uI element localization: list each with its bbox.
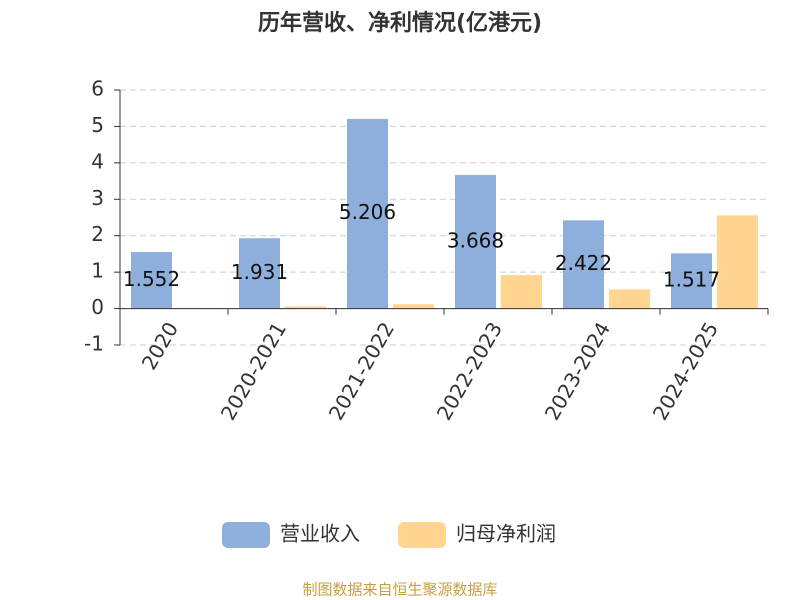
y-tick-label: 3 [91,186,104,210]
x-tick-label: 2020 [137,318,183,374]
data-label: 1.552 [123,267,180,291]
y-tick-label: 6 [91,77,104,101]
bar [563,220,604,309]
data-label: 2.422 [555,251,612,275]
y-tick-label: 0 [91,295,104,319]
legend-label: 归母净利润 [456,522,556,546]
data-label: 1.931 [231,260,288,284]
data-label: 1.517 [663,267,720,291]
bar [347,118,388,309]
x-tick-label: 2023-2024 [540,318,615,424]
x-tick-label: 2024-2025 [648,318,723,424]
chart-title: 历年营收、净利情况(亿港元) [258,10,542,36]
data-label: 3.668 [447,228,504,252]
legend-swatch [222,522,270,548]
y-tick-label: 1 [91,259,104,283]
x-tick-label: 2022-2023 [432,318,507,424]
data-label: 5.206 [339,200,396,224]
bar [393,304,434,309]
y-tick-label: 5 [91,113,104,137]
bar [717,215,758,309]
legend-swatch [398,522,446,548]
source-note: 制图数据来自恒生聚源数据库 [302,581,497,599]
bar [131,252,172,309]
bar [501,275,542,309]
x-tick-label: 2020-2021 [216,318,291,424]
bar [455,174,496,309]
y-tick-label: 2 [91,222,104,246]
bar [671,253,712,309]
bar [609,289,650,309]
bar [285,306,326,309]
bar [239,238,280,309]
y-tick-label: -1 [84,332,104,356]
y-tick-label: 4 [91,149,104,173]
legend-label: 营业收入 [280,522,360,546]
x-tick-label: 2021-2022 [324,318,399,424]
